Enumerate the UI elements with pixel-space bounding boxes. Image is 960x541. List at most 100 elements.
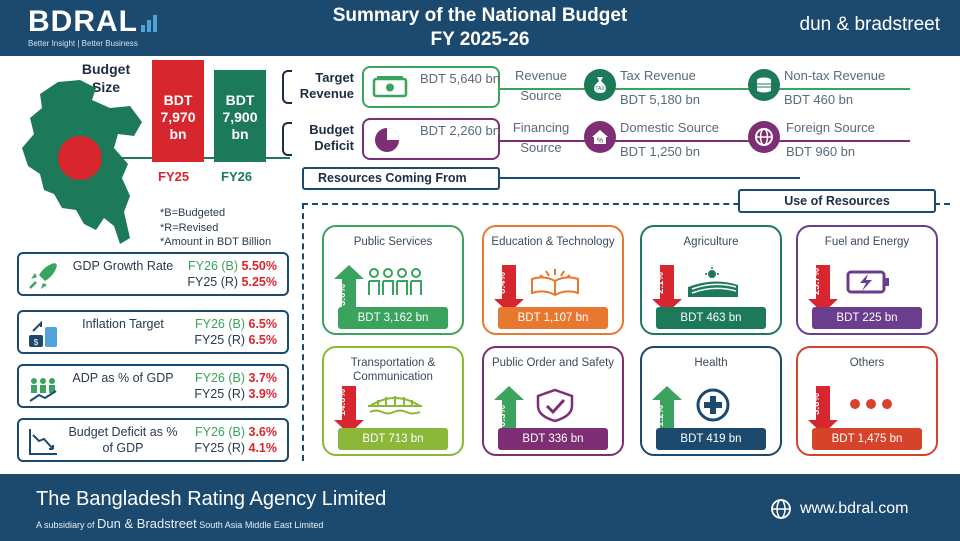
arrow-down-icon [494,265,524,313]
subsidiary-suffix: South Asia Middle East Limited [199,520,324,530]
indicator-values: FY26 (B) 3.6% FY25 (R) 4.1% [194,424,277,456]
rocket-icon [29,263,57,289]
indicator-inflation: $ Inflation Target FY26 (B) 6.5% FY25 (R… [17,310,289,354]
sector-value: BDT 3,162 bn [338,307,448,329]
svg-text:%: % [597,138,603,145]
fy26-tag: FY26 (B) [195,425,246,439]
dnb-logo[interactable]: dun & bradstreet [799,14,940,35]
indicator-budget-deficit: Budget Deficit as % of GDP FY26 (B) 3.6%… [17,418,289,462]
sector-title: Health [694,357,728,369]
fy26-label: FY26 [221,169,253,184]
tax-revenue-title: Tax Revenue [620,68,696,83]
arrow-down-icon [808,386,838,434]
header: BDRAL Better Insight | Better Business S… [0,0,960,56]
arrow-down-icon [808,265,838,313]
revenue-source-label: Revenue Source [514,68,568,103]
target-revenue-label: Target Revenue [299,70,354,101]
revenue-line [500,88,910,90]
sector-value: BDT 1,475 bn [812,428,922,450]
indicator-values: FY26 (B) 3.7% FY25 (R) 3.9% [194,370,277,402]
sector-title: Public Order and Safety [491,357,615,369]
use-of-resources-label: Use of Resources [738,189,936,213]
footer: The Bangladesh Rating Agency Limited A s… [0,474,960,541]
budget-deficit-label: Budget Deficit [309,122,354,153]
sector-change: 0.4% [497,272,508,294]
sector-title: Transportation & Communication [350,357,436,383]
bangladesh-map-icon [22,80,142,244]
fy26-tag: FY26 (B) [195,371,246,385]
sector-change: 1.2% [655,405,666,427]
resources-coming-from-label: Resources Coming From [302,167,500,190]
more-dots-icon [850,399,892,409]
people-growth-icon [29,378,57,402]
logo-text: BDRAL [28,5,138,38]
indicator-gdp-growth: GDP Growth Rate FY26 (B) 5.50% FY25 (R) … [17,252,289,296]
sector-card-agriculture: Agriculture 2.1% BDT 463 bn [640,225,782,335]
globe-icon [771,499,791,519]
target-revenue-amount: BDT 5,640 bn [420,71,500,86]
fy25-tag: FY25 (R) [194,387,246,401]
house-percent-icon: % [584,121,616,153]
farm-field-icon [688,267,738,297]
financing-source-label: Financing Source [512,120,570,155]
fy25-value: 5.25% [241,275,277,289]
sector-title: Agriculture [683,236,739,248]
sector-card-transportation: Transportation & Communication 14.0% BDT… [322,346,464,456]
tax-revenue-value: BDT 5,180 bn [620,92,700,107]
arrow-down-icon [334,386,364,434]
svg-text:TAX: TAX [595,86,605,92]
bar-chart-icon [141,15,157,32]
bdral-logo[interactable]: BDRAL Better Insight | Better Business [28,6,157,48]
sector-value: BDT 463 bn [656,307,766,329]
foreign-source-value: BDT 960 bn [786,144,856,159]
sector-title: Others [849,357,885,369]
subsidiary-company: Dun & Bradstreet [97,516,197,531]
domestic-source-title: Domestic Source [620,120,719,135]
fy25-value: 3.9% [248,387,278,401]
indicator-label: GDP Growth Rate [72,259,174,273]
sector-value: BDT 1,107 bn [498,307,608,329]
subsidiary-line: A subsidiary of Dun & Bradstreet South A… [36,516,323,531]
sector-value: BDT 713 bn [338,428,448,450]
indicator-label: Inflation Target [82,317,164,331]
sector-card-others: Others 3.6% BDT 1,475 bn [796,346,938,456]
nontax-revenue-value: BDT 460 bn [784,92,854,107]
subsidiary-prefix: A subsidiary of [36,520,95,530]
fy25-value: 6.5% [248,333,278,347]
fy26-value: 3.6% [248,425,278,439]
sector-change: 3.6% [811,393,822,415]
fy26-tag: FY26 (B) [188,259,239,273]
fy26-value: 5.50% [241,259,277,273]
indicator-values: FY26 (B) 5.50% FY25 (R) 5.25% [187,258,277,290]
nontax-revenue-title: Non-tax Revenue [784,68,886,83]
declining-chart-icon [29,429,57,455]
indicator-label: ADP as % of GDP [72,371,174,385]
fy25-tag: FY25 (R) [194,441,246,455]
sector-card-public-order: Public Order and Safety 0.3% BDT 336 bn [482,346,624,456]
money-stack-icon: $ [29,320,57,347]
cash-icon [372,76,408,98]
sector-change: 25.7% [811,268,822,295]
book-icon [531,269,579,297]
title-line-2: FY 2025-26 [430,29,530,50]
indicator-adp: ADP as % of GDP FY26 (B) 3.7% FY25 (R) 3… [17,364,289,408]
deficit-line [500,140,910,142]
sector-change: 14.0% [337,389,348,416]
fy26-value: 6.5% [248,317,278,331]
fy25-label: FY25 [158,169,190,184]
foreign-source-title: Foreign Source [786,120,875,135]
note-item: *B=Budgeted [160,207,226,219]
sector-card-public-services: Public Services 3.6% BDT 3,162 bn [322,225,464,335]
resources-dashed-frame [302,203,950,461]
sector-change: 3.6% [337,284,348,306]
revenue-bracket [282,70,292,104]
logo-tagline: Better Insight | Better Business [28,39,138,48]
note-item: *Amount in BDT Billion [160,236,272,248]
people-icon [368,268,422,295]
agency-name: The Bangladesh Rating Agency Limited [36,488,387,510]
resources-arrow [500,177,800,179]
fy25-budget-bar: BDT 7,970 bn [152,60,204,162]
tax-bag-icon: TAX [584,69,616,101]
website-link[interactable]: www.bdral.com [800,500,909,517]
sector-title: Public Services [353,236,433,248]
